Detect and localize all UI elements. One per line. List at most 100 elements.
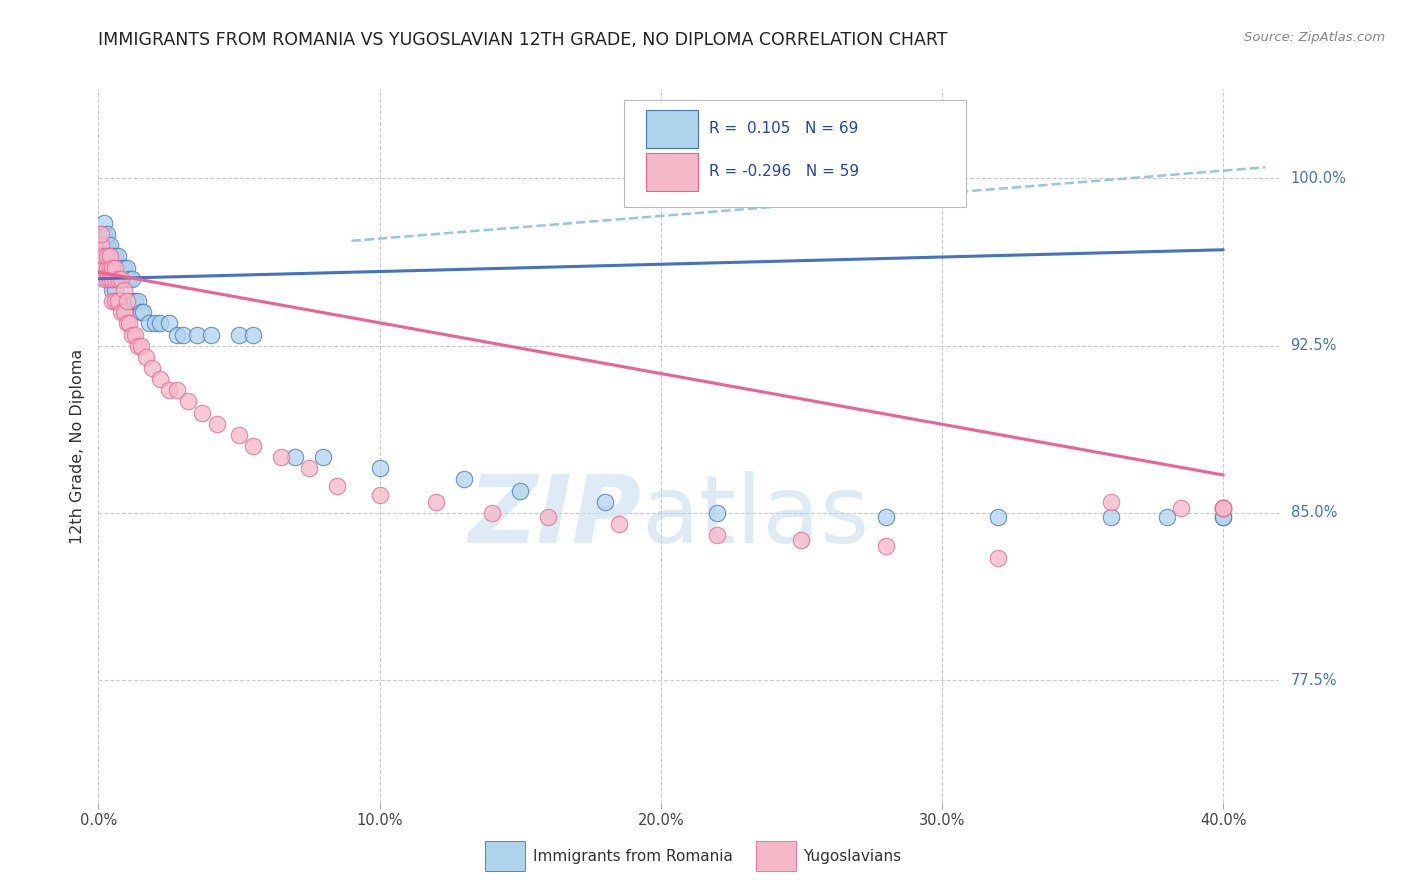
Text: 85.0%: 85.0%	[1291, 506, 1337, 520]
Point	[90, 227, 112, 242]
Point	[124, 327, 146, 342]
Point	[101, 260, 124, 275]
Point	[98, 250, 121, 264]
Point	[537, 510, 560, 524]
Point	[593, 494, 616, 508]
Point	[93, 227, 115, 242]
Point	[1212, 501, 1234, 516]
Point	[326, 479, 349, 493]
Point	[90, 238, 112, 252]
Point	[166, 327, 188, 342]
Point	[368, 461, 391, 475]
Point	[1099, 510, 1122, 524]
Point	[104, 260, 127, 275]
Point	[96, 271, 118, 285]
Point	[90, 227, 112, 242]
Point	[987, 550, 1010, 565]
Point	[110, 294, 132, 309]
Point	[1099, 494, 1122, 508]
Point	[101, 271, 124, 285]
FancyBboxPatch shape	[624, 100, 966, 207]
Point	[104, 271, 127, 285]
Text: R =  0.105   N = 69: R = 0.105 N = 69	[709, 121, 859, 136]
Point	[1212, 501, 1234, 516]
Point	[98, 250, 121, 264]
Point	[143, 316, 166, 330]
Point	[101, 250, 124, 264]
Point	[141, 361, 163, 376]
FancyBboxPatch shape	[647, 110, 699, 148]
Point	[790, 533, 813, 547]
Point	[149, 316, 172, 330]
Point	[118, 271, 141, 285]
Point	[228, 427, 250, 442]
Point	[110, 260, 132, 275]
Point	[93, 271, 115, 285]
Point	[270, 450, 292, 465]
Point	[104, 294, 127, 309]
Text: 77.5%: 77.5%	[1291, 673, 1337, 688]
Point	[115, 271, 138, 285]
Point	[118, 316, 141, 330]
Point	[200, 327, 222, 342]
Point	[107, 271, 129, 285]
Point	[90, 250, 112, 264]
Point	[115, 260, 138, 275]
Point	[104, 283, 127, 297]
Point	[107, 271, 129, 285]
Text: IMMIGRANTS FROM ROMANIA VS YUGOSLAVIAN 12TH GRADE, NO DIPLOMA CORRELATION CHART: IMMIGRANTS FROM ROMANIA VS YUGOSLAVIAN 1…	[98, 31, 948, 49]
Point	[607, 517, 630, 532]
Point	[298, 461, 321, 475]
Point	[98, 260, 121, 275]
Text: 92.5%: 92.5%	[1291, 338, 1337, 353]
Text: Source: ZipAtlas.com: Source: ZipAtlas.com	[1244, 31, 1385, 45]
Point	[875, 540, 897, 554]
Point	[115, 294, 138, 309]
Point	[96, 271, 118, 285]
Point	[98, 260, 121, 275]
Point	[121, 327, 143, 342]
Point	[157, 384, 180, 398]
Point	[110, 271, 132, 285]
Point	[96, 250, 118, 264]
Point	[172, 327, 194, 342]
Point	[127, 339, 149, 353]
Point	[284, 450, 307, 465]
Text: Immigrants from Romania: Immigrants from Romania	[533, 849, 733, 863]
Point	[112, 283, 135, 297]
Point	[93, 238, 115, 252]
Point	[121, 271, 143, 285]
Point	[107, 250, 129, 264]
Point	[135, 350, 157, 364]
Point	[104, 260, 127, 275]
Point	[96, 238, 118, 252]
Point	[1212, 510, 1234, 524]
Point	[101, 271, 124, 285]
Point	[104, 294, 127, 309]
Point	[1212, 501, 1234, 516]
Point	[425, 494, 447, 508]
Point	[93, 216, 115, 230]
Point	[129, 305, 152, 319]
Point	[118, 294, 141, 309]
Point	[98, 271, 121, 285]
Point	[98, 238, 121, 252]
Point	[107, 260, 129, 275]
Point	[166, 384, 188, 398]
Point	[101, 283, 124, 297]
Point	[96, 260, 118, 275]
Point	[1156, 510, 1178, 524]
Point	[121, 294, 143, 309]
Point	[481, 506, 503, 520]
Point	[1212, 501, 1234, 516]
Point	[110, 271, 132, 285]
Y-axis label: 12th Grade, No Diploma: 12th Grade, No Diploma	[69, 349, 84, 543]
Point	[110, 305, 132, 319]
Point	[129, 339, 152, 353]
Text: Yugoslavians: Yugoslavians	[803, 849, 901, 863]
Point	[186, 327, 208, 342]
Point	[1170, 501, 1192, 516]
Point	[127, 294, 149, 309]
Point	[115, 294, 138, 309]
Point	[101, 260, 124, 275]
